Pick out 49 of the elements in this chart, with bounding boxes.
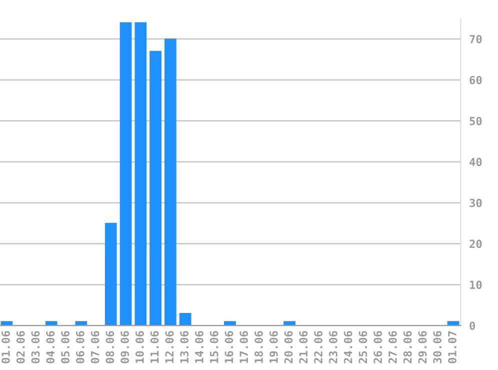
bar [104,222,117,326]
bar [179,312,192,326]
y-tick-label: 20 [470,240,482,248]
x-tick-label: 09.06 [120,331,130,364]
bar [134,22,147,326]
x-tick-label: 17.06 [240,331,248,363]
x-tick-label: 10.06 [135,331,144,363]
x-tick-label: 05.06 [61,331,70,364]
x-tick-label: 30.06 [433,331,442,364]
x-tick-label: 25.06 [358,331,368,364]
y-tick-label: 50 [470,116,482,126]
bar [164,38,176,326]
x-tick-label: 15.06 [210,331,218,363]
x-tick-label: 04.06 [46,331,55,364]
x-tick-label: 06.06 [76,331,84,364]
x-tick-label: 20.06 [284,331,293,364]
bar [75,321,88,326]
x-tick-label: 14.06 [195,331,204,363]
y-tick-label: 30 [470,198,482,208]
x-tick-label: 26.06 [374,331,382,364]
x-tick-label: 11.06 [150,331,159,363]
y-tick-label: 0 [470,322,476,330]
x-tick-label: 16.06 [224,331,234,363]
x-tick-label: 12.06 [165,331,174,363]
bar [284,321,296,326]
y-tick-label: 60 [470,76,482,84]
x-tick-label: 07.06 [90,331,100,364]
x-tick-label: 23.06 [328,331,338,364]
bar [45,321,58,326]
x-tick-label: 28.06 [403,331,412,364]
y-tick-label: 40 [470,158,482,166]
bar [224,321,236,326]
bar [150,50,162,326]
x-tick-label: 24.06 [344,331,352,364]
y-tick-label: 10 [470,280,482,290]
x-tick-label: 13.06 [180,331,189,363]
x-tick-label: 08.06 [106,331,114,364]
x-tick-label: 03.06 [31,331,40,364]
y-tick-label: 70 [470,34,482,44]
x-tick-label: 27.06 [388,331,397,364]
x-tick-label: 22.06 [314,331,322,364]
x-tick-label: 02.06 [16,331,25,364]
x-tick-label: 18.06 [254,331,263,363]
x-tick-label: 01.06 [2,331,10,364]
x-tick-label: 01.07 [448,331,456,364]
x-tick-label: 29.06 [418,331,427,364]
x-tick-label: 19.06 [269,331,278,363]
bar [120,22,132,326]
x-tick-label: 21.06 [299,331,308,364]
